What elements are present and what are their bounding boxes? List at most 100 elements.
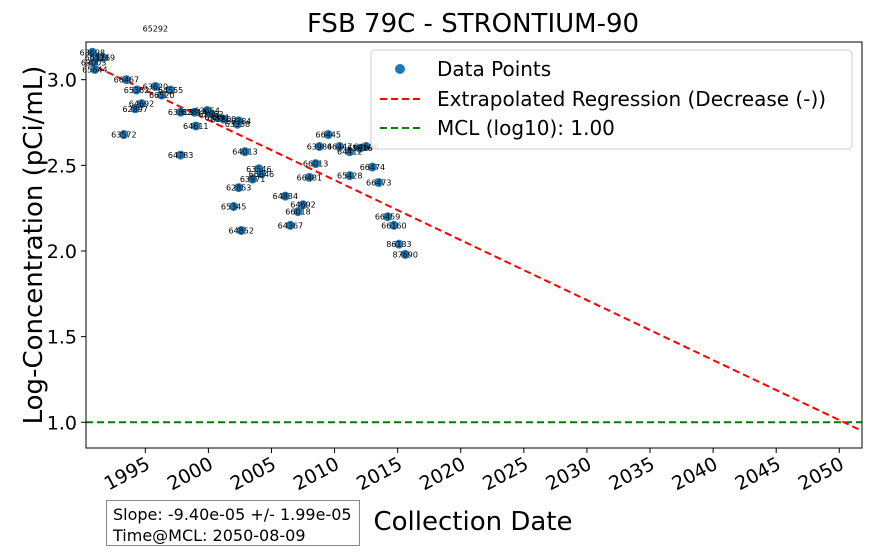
- x-tick-label: 2010: [290, 453, 343, 495]
- data-point: [234, 183, 244, 193]
- data-point: [311, 159, 321, 169]
- point-label: 66459: [375, 213, 400, 222]
- data-point: [335, 141, 345, 151]
- data-point: [293, 207, 303, 217]
- data-point: [90, 64, 100, 74]
- y-axis-title: Log-Concentration (pCi/mL): [19, 66, 49, 425]
- point-label: 65626: [347, 144, 372, 153]
- regression-stats-box: Slope: -9.40e-05 +/- 1.99e-05 Time@MCL: …: [106, 500, 360, 546]
- point-label: 86133: [386, 240, 411, 249]
- data-point: [298, 200, 308, 210]
- x-tick-label: 2000: [164, 453, 217, 495]
- point-label: 64611: [183, 122, 208, 131]
- data-point: [232, 119, 242, 129]
- point-label: 64692: [290, 201, 315, 210]
- point-label: 64412: [337, 148, 362, 157]
- data-point: [190, 107, 200, 117]
- x-tick-label: 2045: [732, 453, 785, 495]
- point-label: 65216: [85, 53, 110, 62]
- point-label: 66447: [327, 142, 352, 151]
- point-label: 63620: [143, 83, 168, 92]
- data-point: [383, 212, 393, 222]
- legend-marker-points: [395, 64, 405, 74]
- y-tick-label: 2.0: [47, 241, 77, 263]
- time-at-mcl-text: Time@MCL: 2050-08-09: [113, 526, 306, 545]
- y-tick-label: 1.5: [47, 327, 77, 349]
- point-label: 66467: [114, 76, 139, 85]
- data-point: [157, 90, 167, 100]
- legend-box: [370, 49, 853, 150]
- plot-frame: [85, 41, 863, 449]
- point-label: 66018: [285, 208, 310, 217]
- point-label: 62853: [226, 184, 251, 193]
- point-label: 65292: [143, 24, 168, 33]
- legend-label: MCL (log10): 1.00: [437, 116, 615, 140]
- data-point: [323, 130, 333, 140]
- data-point: [219, 114, 229, 124]
- point-label: 65219: [90, 53, 115, 62]
- x-tick-label: 2035: [605, 453, 658, 495]
- point-label: 64692: [129, 100, 154, 109]
- x-tick-label: 2040: [668, 453, 721, 495]
- x-tick-label: 2025: [479, 453, 532, 495]
- data-point: [394, 239, 404, 249]
- x-tick-label: 2015: [353, 453, 406, 495]
- point-label: 66445: [316, 131, 341, 140]
- point-label: 63984: [307, 142, 332, 151]
- point-label: 63698: [80, 48, 105, 57]
- point-label: 87690: [393, 250, 418, 259]
- data-point: [150, 82, 160, 92]
- point-label: 64606: [353, 142, 378, 151]
- data-point: [367, 162, 377, 172]
- point-label: 64783: [168, 151, 193, 160]
- point-label: 66481: [297, 173, 322, 182]
- point-label: 63572: [111, 131, 136, 140]
- data-point: [137, 99, 147, 109]
- chart-title: FSB 79C - STRONTIUM-90: [307, 9, 639, 39]
- data-point: [256, 169, 266, 179]
- point-label: 66474: [360, 163, 385, 172]
- data-point: [176, 150, 186, 160]
- point-label: 62814: [182, 108, 207, 117]
- data-point: [229, 201, 239, 211]
- data-point: [130, 104, 140, 114]
- point-label: 64834: [273, 192, 298, 201]
- x-tick-label: 1995: [101, 453, 154, 495]
- data-point: [345, 171, 355, 181]
- point-label: 62662: [198, 110, 223, 119]
- data-point: [240, 147, 250, 157]
- x-tick-label: 2050: [795, 453, 848, 495]
- x-tick-label: 2020: [416, 453, 469, 495]
- data-point: [236, 225, 246, 235]
- point-label: 65362: [124, 86, 149, 95]
- point-label: 63971: [240, 175, 265, 184]
- y-tick-label: 2.5: [47, 155, 77, 177]
- point-label: 64013: [232, 148, 257, 157]
- x-tick-label: 2030: [542, 453, 595, 495]
- y-tick-label: 3.0: [47, 70, 77, 92]
- x-tick-label: 2005: [227, 453, 280, 495]
- point-label: 66520: [149, 91, 174, 100]
- data-point: [119, 130, 129, 140]
- data-point: [285, 220, 295, 230]
- point-label: 65800: [211, 115, 236, 124]
- data-point: [176, 107, 186, 117]
- data-point: [345, 147, 355, 157]
- data-point: [121, 75, 131, 85]
- point-label: 63338: [225, 120, 250, 129]
- data-point: [97, 52, 107, 62]
- data-point: [400, 249, 410, 259]
- data-point: [89, 58, 99, 68]
- data-point: [361, 141, 371, 151]
- point-label: 66013: [303, 160, 328, 169]
- data-point: [389, 220, 399, 230]
- point-label: 66646: [249, 170, 274, 179]
- point-label: 64852: [228, 226, 253, 235]
- point-label: 66473: [366, 178, 391, 187]
- y-tick-label: 1.0: [47, 412, 77, 434]
- data-point: [131, 85, 141, 95]
- point-label: 65345: [221, 202, 246, 211]
- point-label: 63003: [81, 59, 106, 68]
